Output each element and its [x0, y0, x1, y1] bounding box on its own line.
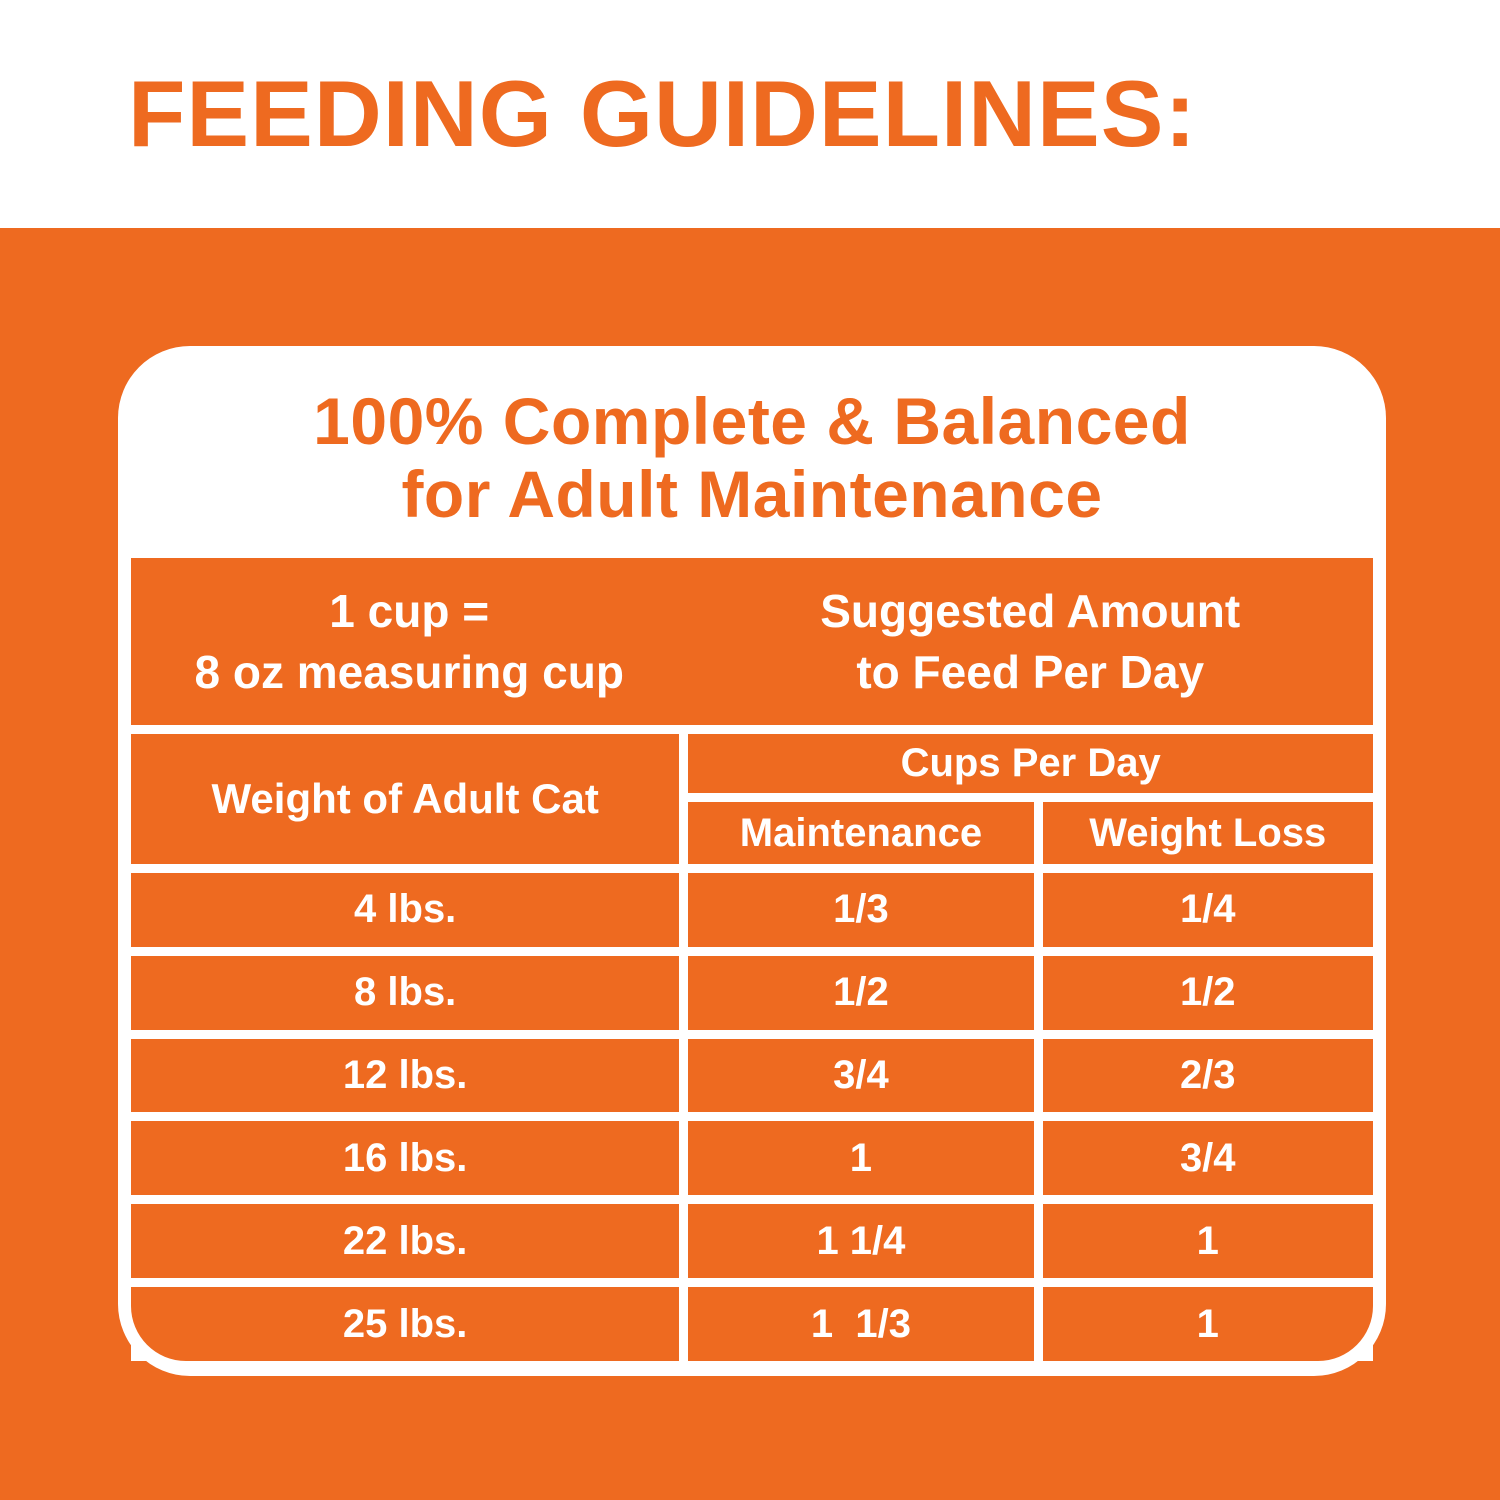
weight-loss-cell: 1	[1042, 1287, 1373, 1361]
weight-loss-cell: 1/2	[1042, 955, 1373, 1030]
weight-cell: 4 lbs.	[131, 873, 680, 947]
maintenance-cell: 1/3	[688, 873, 1034, 947]
table-row: 25 lbs. 1 1/3 1	[131, 1287, 1373, 1361]
weight-cell: 22 lbs.	[131, 1204, 680, 1279]
table-row: 22 lbs. 1 1/4 1	[131, 1204, 1373, 1279]
table-row: 16 lbs. 1 3/4	[131, 1121, 1373, 1196]
suggested-amount-header-cell: Suggested Amount to Feed Per Day	[687, 558, 1373, 725]
weight-loss-cell: 2/3	[1042, 1038, 1373, 1113]
maintenance-cell: 1	[688, 1121, 1034, 1196]
cups-per-day-header-cell: Cups Per Day	[688, 734, 1373, 793]
suggested-amount-line2: to Feed Per Day	[856, 645, 1205, 698]
page-title: FEEDING GUIDELINES:	[128, 61, 1197, 166]
table-subheader: Weight of Adult Cat Cups Per Day Mainten…	[131, 734, 1373, 864]
weight-loss-cell: 1/4	[1042, 873, 1373, 947]
maintenance-cell: 3/4	[688, 1038, 1034, 1113]
feeding-table: 1 cup = 8 oz measuring cup Suggested Amo…	[131, 558, 1373, 1361]
suggested-amount-line1: Suggested Amount	[820, 584, 1241, 637]
table-row: 12 lbs. 3/4 2/3	[131, 1038, 1373, 1113]
weight-loss-cell: 1	[1042, 1204, 1373, 1279]
cup-measure-line1: 1 cup =	[329, 584, 490, 637]
table-row: 4 lbs. 1/3 1/4	[131, 873, 1373, 947]
weight-cell: 16 lbs.	[131, 1121, 680, 1196]
maintenance-cell: 1/2	[688, 955, 1034, 1030]
guidelines-card: 100% Complete & Balanced for Adult Maint…	[118, 346, 1386, 1376]
card-heading: 100% Complete & Balanced for Adult Maint…	[131, 346, 1373, 558]
card-heading-line1: 100% Complete & Balanced	[313, 384, 1191, 458]
weight-loss-header-cell: Weight Loss	[1042, 802, 1373, 864]
table-header-row: 1 cup = 8 oz measuring cup Suggested Amo…	[131, 558, 1373, 725]
weight-cell: 12 lbs.	[131, 1038, 680, 1113]
weight-cell: 8 lbs.	[131, 955, 680, 1030]
weight-loss-cell: 3/4	[1042, 1121, 1373, 1196]
card-heading-line2: for Adult Maintenance	[401, 457, 1103, 531]
weight-of-adult-cat-header-cell: Weight of Adult Cat	[131, 734, 680, 864]
cup-measure-header-cell: 1 cup = 8 oz measuring cup	[131, 558, 687, 725]
table-row: 8 lbs. 1/2 1/2	[131, 955, 1373, 1030]
maintenance-cell: 1 1/4	[688, 1204, 1034, 1279]
maintenance-cell: 1 1/3	[688, 1287, 1034, 1361]
header-band: FEEDING GUIDELINES:	[0, 0, 1500, 228]
maintenance-header-cell: Maintenance	[688, 802, 1034, 864]
weight-cell: 25 lbs.	[131, 1287, 680, 1361]
cup-measure-line2: 8 oz measuring cup	[194, 645, 624, 698]
orange-background: 100% Complete & Balanced for Adult Maint…	[0, 228, 1500, 1500]
